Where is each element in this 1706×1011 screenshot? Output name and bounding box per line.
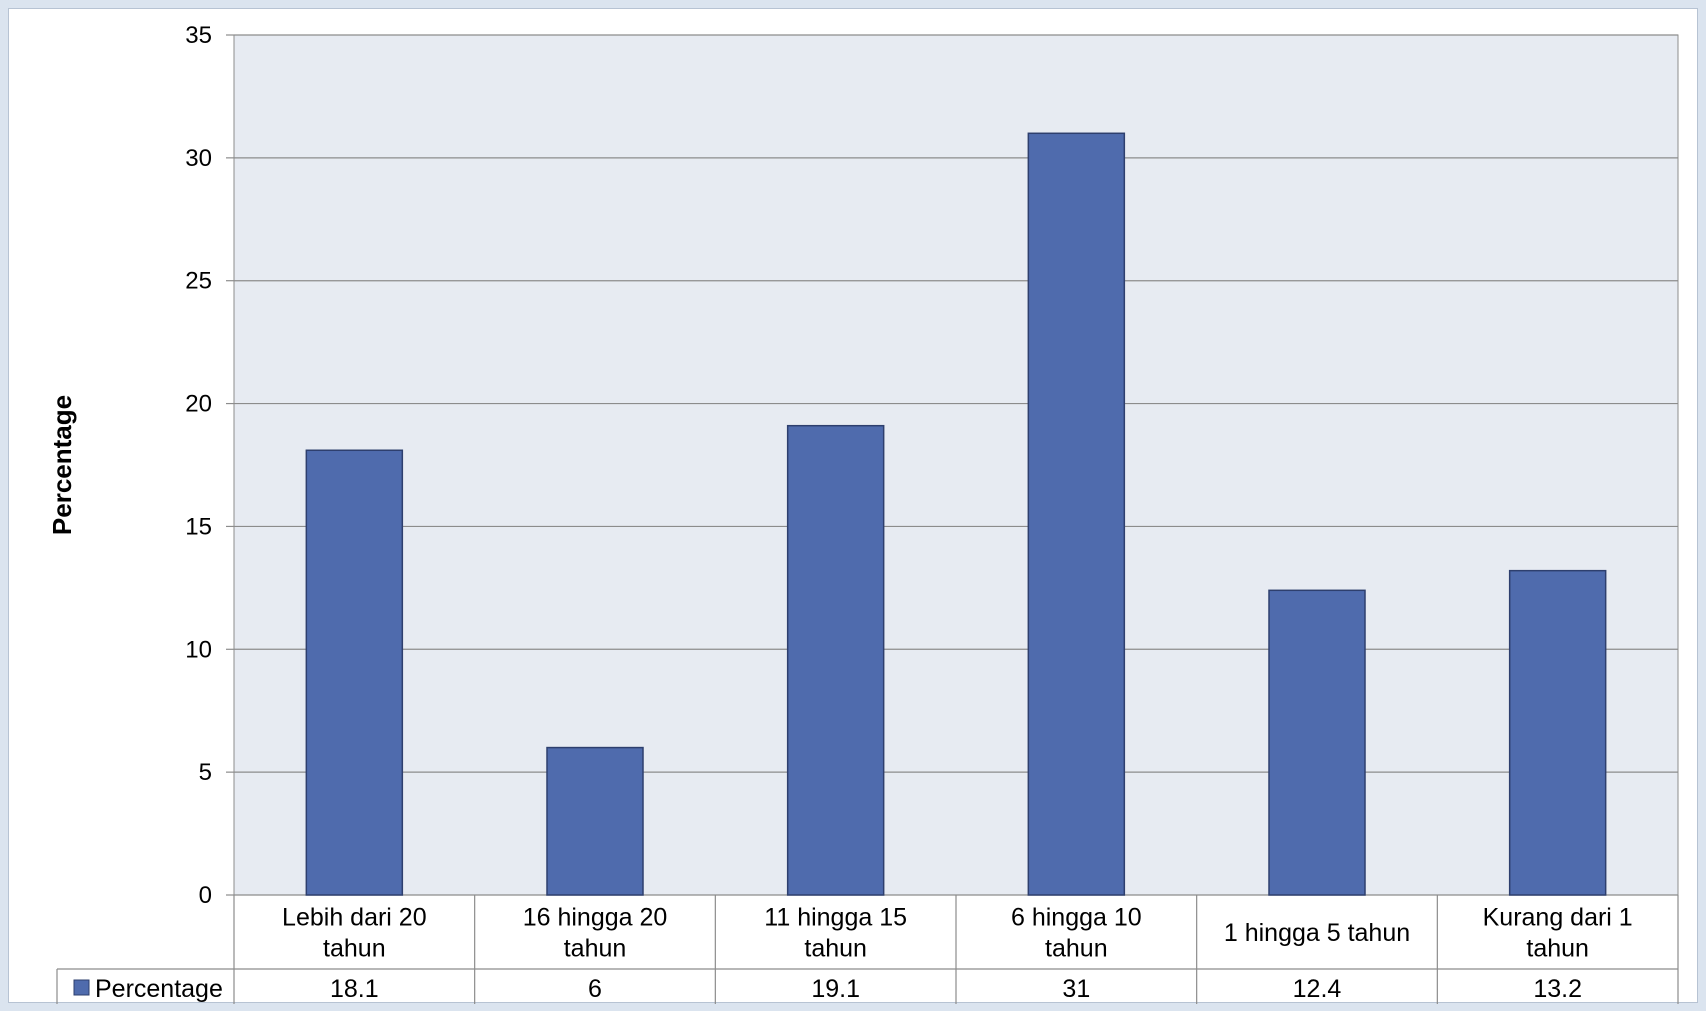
gridlines (226, 34, 1678, 896)
category-label: 6 hingga 10 (1011, 904, 1142, 932)
category-label: tahun (564, 935, 627, 963)
category-label: tahun (1526, 935, 1589, 963)
data-table: Lebih dari 20 tahun 16 hingga 20 tahun 11 hi… (56, 895, 1679, 1004)
table-value: 13.2 (1533, 975, 1582, 1003)
y-tick-label: 5 (199, 759, 212, 786)
category-label: tahun (1045, 935, 1108, 963)
bar (546, 746, 644, 896)
category-label: tahun (804, 935, 867, 963)
y-tick-label: 15 (185, 513, 212, 540)
table-value: 18.1 (330, 975, 379, 1003)
y-axis-ticks: 0 5 10 15 20 25 30 35 (185, 22, 212, 909)
y-tick-label: 30 (185, 145, 212, 172)
table-value: 31 (1062, 975, 1090, 1003)
bars (305, 132, 1607, 896)
bar (1508, 569, 1607, 896)
bar (1027, 132, 1126, 896)
category-label: tahun (323, 935, 386, 963)
chart-frame: 0 5 10 15 20 25 30 35 Lebih dari 20 tahun 16 hing… (8, 8, 1698, 1004)
y-tick-label: 25 (185, 268, 212, 295)
bar (1268, 589, 1366, 896)
table-value: 12.4 (1293, 975, 1342, 1003)
bar (786, 424, 885, 896)
y-tick-label: 20 (185, 391, 212, 418)
y-tick-label: 35 (185, 22, 212, 49)
bar-chart: 0 5 10 15 20 25 30 35 Lebih dari 20 tahun 16 hing… (47, 22, 1679, 1004)
y-tick-label: 10 (185, 636, 212, 663)
category-label: 11 hingga 15 (764, 904, 907, 932)
y-axis-label: Percentage (47, 395, 77, 535)
legend-swatch (73, 979, 90, 996)
table-value: 19.1 (811, 975, 860, 1003)
bar (305, 449, 404, 896)
plot-area (233, 34, 1679, 896)
category-label: 16 hingga 20 (523, 904, 668, 932)
y-tick-label: 0 (199, 882, 212, 909)
category-label: 1 hingga 5 tahun (1224, 919, 1410, 947)
legend-series-name: Percentage (95, 975, 223, 1003)
category-label: Kurang dari 1 (1483, 904, 1633, 932)
table-value: 6 (588, 975, 602, 1003)
category-label: Lebih dari 20 (282, 904, 427, 932)
